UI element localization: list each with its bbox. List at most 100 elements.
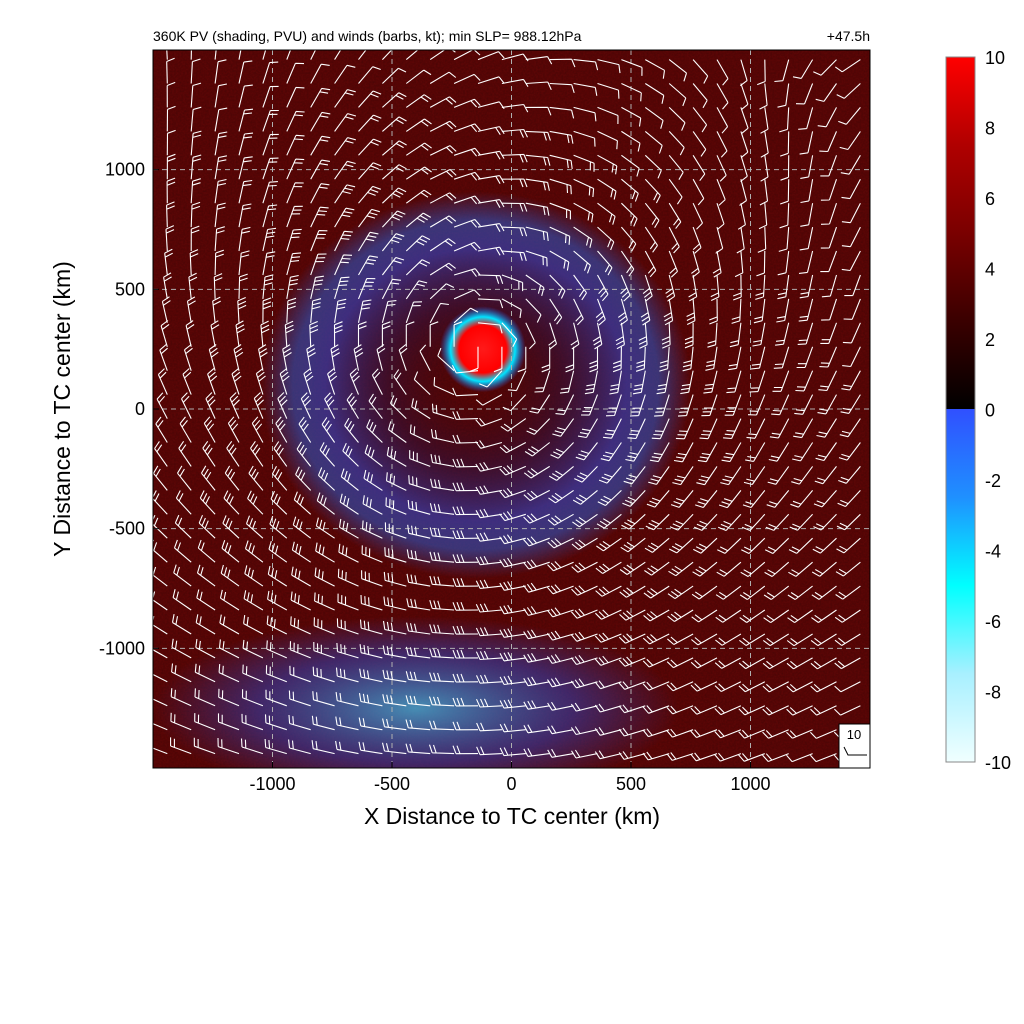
wind-barb bbox=[310, 275, 324, 300]
wind-barb bbox=[594, 680, 622, 690]
wind-barb bbox=[437, 347, 455, 372]
wind-barb bbox=[834, 633, 861, 646]
y-axis-label: Y Distance to TC center (km) bbox=[49, 261, 75, 557]
wind-barb bbox=[360, 594, 383, 611]
wind-barb bbox=[475, 579, 502, 589]
wind-barb bbox=[644, 561, 670, 576]
wind-barb bbox=[217, 737, 240, 755]
wind-barb bbox=[312, 666, 335, 683]
wind-barb bbox=[810, 657, 837, 670]
wind-barb bbox=[738, 753, 765, 762]
wind-barb bbox=[811, 609, 837, 623]
wind-barb bbox=[475, 508, 502, 519]
wind-barb bbox=[217, 713, 240, 731]
wind-barb bbox=[166, 81, 176, 108]
wind-barb bbox=[644, 202, 660, 228]
wind-barb bbox=[620, 226, 637, 252]
wind-barb bbox=[358, 717, 383, 731]
wind-barb bbox=[336, 618, 359, 635]
wind-barb bbox=[740, 561, 766, 577]
wind-barb bbox=[330, 344, 340, 371]
wind-barb bbox=[477, 298, 504, 309]
wind-barb bbox=[310, 230, 328, 252]
colorbar-tick-label: 2 bbox=[985, 330, 995, 350]
wind-barb bbox=[643, 585, 670, 599]
wind-barb bbox=[475, 485, 502, 495]
wind-barb bbox=[190, 82, 202, 108]
wind-barb bbox=[384, 522, 407, 539]
wind-barb bbox=[286, 205, 303, 228]
wind-barb bbox=[477, 223, 505, 232]
grid bbox=[153, 50, 870, 768]
wind-barb bbox=[214, 226, 225, 252]
wind-barb bbox=[366, 419, 383, 443]
wind-barb bbox=[549, 106, 575, 119]
wind-barb bbox=[692, 83, 708, 109]
wind-barb bbox=[644, 537, 670, 553]
wind-barb bbox=[353, 344, 364, 371]
wind-barb bbox=[499, 675, 526, 686]
wind-barb bbox=[762, 681, 789, 693]
wind-barb bbox=[381, 742, 407, 755]
wind-barb bbox=[817, 394, 837, 415]
wind-barb bbox=[214, 50, 217, 60]
wind-barb bbox=[594, 703, 622, 713]
wind-barb bbox=[589, 346, 599, 373]
wind-barb bbox=[820, 203, 838, 225]
wind-barb bbox=[382, 669, 407, 683]
wind-barb bbox=[477, 76, 505, 85]
wind-barb bbox=[800, 155, 814, 179]
wind-barb bbox=[813, 513, 837, 531]
wind-barb bbox=[523, 513, 550, 524]
wind-barb bbox=[693, 513, 718, 531]
wind-barb bbox=[749, 370, 766, 393]
wind-barb bbox=[642, 657, 670, 668]
wind-barb bbox=[452, 506, 479, 516]
wind-barb bbox=[171, 613, 192, 635]
wind-barb bbox=[795, 83, 814, 105]
wind-barb bbox=[315, 517, 335, 539]
wind-barb bbox=[549, 226, 571, 245]
wind-barb bbox=[696, 466, 718, 486]
wind-barb bbox=[475, 650, 502, 661]
wind-barb bbox=[815, 83, 837, 102]
wind-barb bbox=[358, 162, 382, 180]
wind-barb bbox=[760, 131, 769, 158]
wind-barb bbox=[342, 442, 359, 467]
wind-barb bbox=[475, 555, 502, 566]
wind-barb bbox=[573, 130, 596, 147]
wind-barb bbox=[501, 128, 528, 138]
wind-barb bbox=[644, 250, 657, 278]
y-tick-label: 1000 bbox=[105, 160, 145, 180]
wind-barb bbox=[310, 298, 322, 323]
wind-barb bbox=[739, 179, 748, 206]
wind-barb bbox=[429, 96, 457, 108]
wind-barb bbox=[814, 466, 837, 485]
wind-barb bbox=[262, 157, 279, 180]
wind-barb bbox=[238, 226, 251, 252]
wind-barb bbox=[756, 250, 766, 277]
wind-barb bbox=[163, 272, 172, 299]
wind-barb bbox=[290, 591, 311, 611]
wind-barb bbox=[244, 540, 264, 563]
wind-barb bbox=[452, 387, 479, 397]
wind-barb bbox=[406, 549, 431, 563]
wind-barb bbox=[811, 561, 837, 577]
wind-barb bbox=[499, 723, 526, 733]
wind-barb bbox=[475, 698, 502, 708]
wind-barb bbox=[429, 215, 457, 228]
wind-barb bbox=[501, 103, 529, 113]
wind-barb bbox=[164, 248, 173, 276]
wind-barb bbox=[618, 704, 646, 714]
wind-barb bbox=[668, 154, 684, 180]
wind-barb bbox=[644, 226, 658, 253]
wind-barb bbox=[574, 466, 598, 483]
wind-barb bbox=[242, 639, 264, 659]
wind-barb bbox=[771, 394, 790, 416]
wind-barb bbox=[835, 561, 861, 577]
wind-barb bbox=[214, 59, 227, 84]
wind-barb bbox=[792, 442, 814, 462]
wind-barb bbox=[573, 154, 595, 172]
wind-barb bbox=[615, 322, 625, 350]
wind-barb bbox=[499, 488, 526, 499]
